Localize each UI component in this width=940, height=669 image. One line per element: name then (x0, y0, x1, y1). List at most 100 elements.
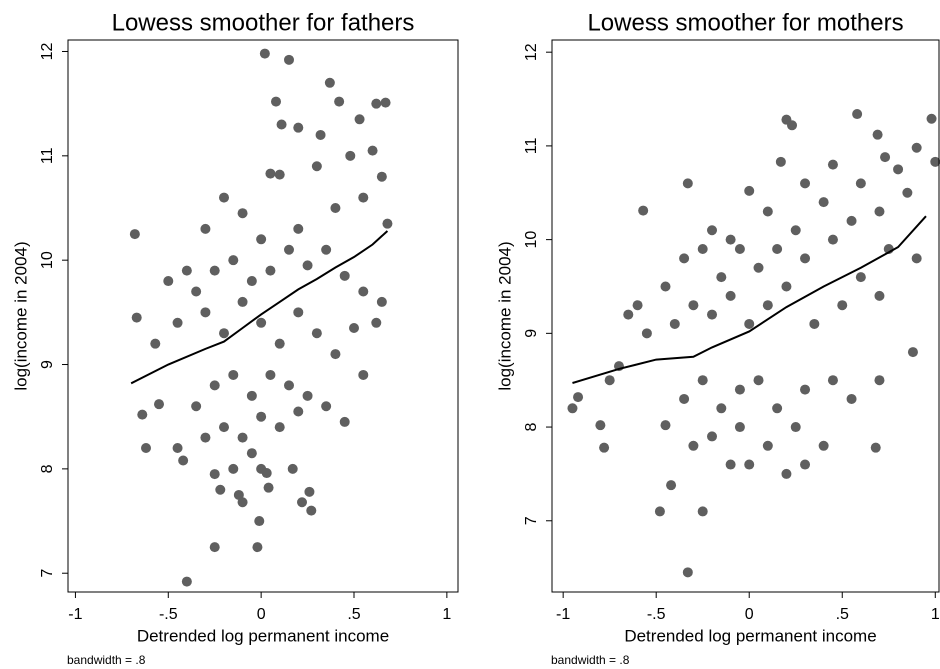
scatter-point (641, 328, 652, 339)
note: bandwidth = .8 (67, 653, 146, 667)
scatter-point (880, 152, 891, 163)
scatter-point (345, 150, 356, 161)
note: bandwidth = .8 (551, 653, 630, 667)
y-tick-label: 12 (39, 42, 56, 60)
scatter-point (380, 97, 391, 108)
scatter-point (330, 349, 341, 360)
scatter-point (358, 369, 369, 380)
scatter-point (595, 420, 606, 431)
scatter-point (762, 206, 773, 217)
scatter-point (246, 390, 257, 401)
scatter-point (293, 122, 304, 133)
scatter-point (772, 403, 783, 414)
scatter-point (772, 243, 783, 254)
scatter-point (302, 390, 313, 401)
scatter-point (163, 276, 174, 287)
scatter-point (781, 468, 792, 479)
scatter-point (324, 77, 335, 88)
scatter-point (181, 576, 192, 587)
scatter-point (818, 440, 829, 451)
scatter-point (716, 272, 727, 283)
scatter-point (219, 422, 229, 433)
scatter-point (837, 300, 848, 311)
scatter-point (762, 440, 773, 451)
scatter-point (271, 96, 281, 107)
scatter-point (321, 401, 332, 412)
x-tick-label: -.5 (159, 606, 178, 623)
scatter-point (707, 431, 718, 442)
scatter-point (660, 281, 671, 292)
scatter-point (330, 203, 341, 213)
scatter-point (339, 416, 350, 427)
scatter-point (209, 380, 220, 391)
scatter-point (237, 497, 248, 508)
scatter-point (287, 463, 298, 474)
scatter-point (911, 253, 922, 264)
scatter-point (228, 369, 239, 380)
scatter-point (775, 156, 786, 167)
scatter-point (293, 406, 304, 417)
scatter-point (228, 463, 239, 474)
scatter-point (688, 300, 699, 311)
scatter-point (215, 484, 226, 495)
scatter-point (753, 262, 764, 273)
scatter-point (632, 300, 643, 311)
scatter-point (254, 516, 265, 527)
scatter-point (137, 409, 148, 420)
x-axis-label: Detrended log permanent income (137, 626, 389, 645)
panel: Lowess smoother for mothers -1 -.5 0 .5 1 7 8 9 1… (495, 9, 940, 667)
scatter-point (725, 290, 736, 301)
scatter-point (252, 542, 263, 553)
scatter-point (191, 401, 202, 412)
scatter-point (246, 448, 257, 459)
scatter-point (790, 225, 801, 236)
scatter-point (682, 178, 693, 189)
scatter-point (725, 459, 736, 470)
scatter-point (265, 168, 276, 179)
x-tick-label: -1 (556, 606, 570, 623)
scatter-point (306, 505, 317, 516)
scatter-point (827, 159, 838, 170)
scatter-point (660, 420, 671, 431)
scatter-point (129, 229, 140, 240)
scatter-point (311, 161, 322, 172)
scatter-point (178, 455, 189, 466)
scatter-point (800, 178, 811, 189)
scatter-point (297, 497, 307, 508)
scatter-point (339, 270, 350, 281)
x-tick-label: .5 (347, 606, 360, 623)
scatter-point (567, 403, 578, 414)
scatter-point (276, 119, 287, 130)
scatter-point (349, 323, 359, 333)
scatter-point (623, 309, 634, 320)
scatter-point (697, 375, 708, 386)
scatter-point (682, 567, 693, 578)
scatter-point (200, 432, 211, 443)
x-tick-label: 0 (257, 606, 266, 623)
x-axis-label: Detrended log permanent income (624, 626, 876, 645)
scatter-point (274, 169, 285, 180)
x-tick-label: 1 (931, 606, 940, 623)
scatter-point (293, 223, 304, 234)
scatter-point (846, 215, 857, 226)
scatter-point (141, 443, 151, 453)
scatter-point (599, 442, 610, 453)
scatter-point (872, 129, 883, 140)
scatter-point (809, 318, 820, 329)
y-axis-label: log(income in 2004) (11, 241, 30, 390)
scatter-point (376, 296, 387, 307)
scatter-point (334, 96, 345, 107)
scatter-point (744, 459, 755, 470)
scatter-point (800, 384, 811, 395)
scatter-point (172, 317, 183, 328)
scatter-point (304, 486, 315, 497)
scatter-point (259, 48, 270, 59)
scatter-point (256, 317, 267, 328)
y-tick-label: 8 (523, 423, 540, 432)
scatter-point (902, 187, 913, 198)
scatter-point (787, 120, 798, 131)
scatter-point (874, 290, 885, 301)
scatter-point (237, 432, 248, 443)
scatter-point (246, 276, 257, 287)
